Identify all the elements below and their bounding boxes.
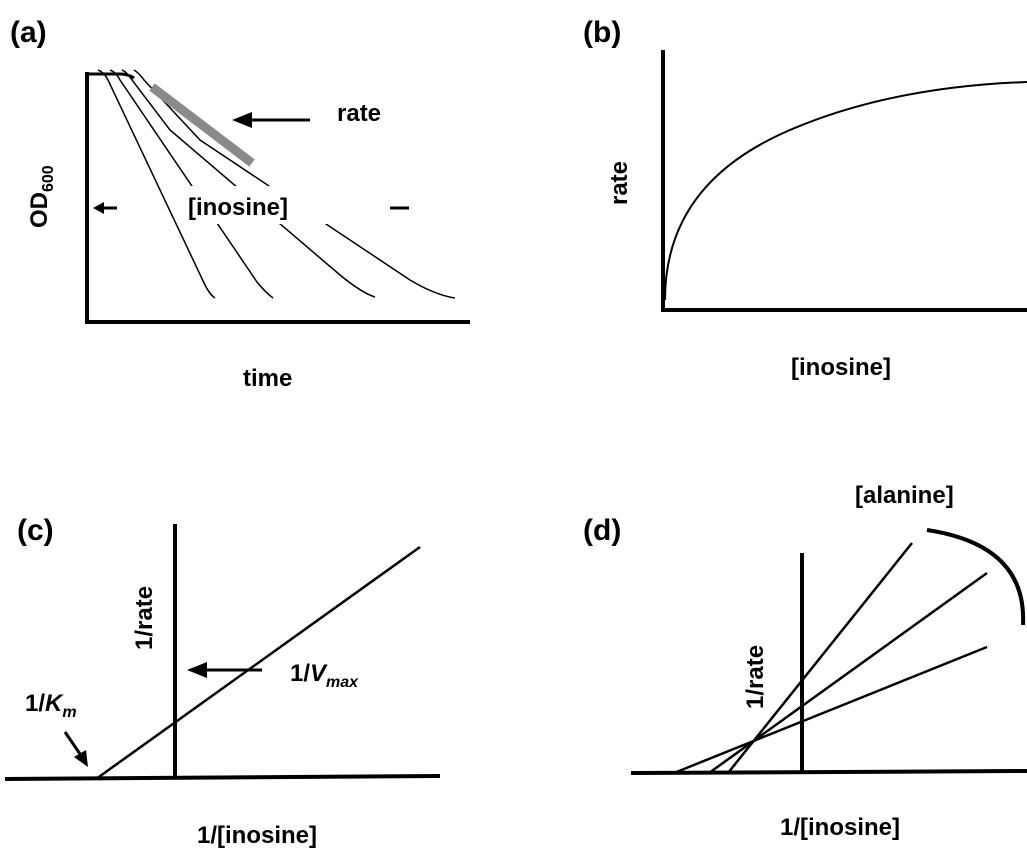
panel-d-line-3 [673, 645, 988, 775]
panel-a-inosine-label: [inosine] [188, 194, 288, 221]
panel-d-alanine-arc [926, 528, 1026, 626]
panel-a-plateau [87, 72, 135, 80]
panel-d-ylabel: 1/rate [742, 645, 769, 709]
panel-b-saturation-curve [664, 81, 1027, 301]
panel-a-inosine-bg [180, 186, 335, 224]
panel-d-alanine-label: [alanine] [855, 482, 954, 509]
panel-c-letter: (c) [17, 514, 54, 547]
panel-c-x-axis [4, 774, 441, 781]
panel-a-rate-arrowhead [232, 112, 252, 128]
panel-a: (a) rate [inosine] OD600 time [10, 16, 470, 392]
panel-b-ylabel: rate [606, 161, 633, 205]
panel-d-xlabel: 1/[inosine] [780, 814, 900, 841]
panel-a-curve-1 [97, 69, 216, 299]
panel-d-letter: (d) [583, 514, 621, 547]
panel-c: (c) 1/Vmax 1/Km 1/rate 1/[inosine] [4, 514, 441, 849]
panel-c-vmax-arrowhead [187, 662, 207, 678]
panel-a-inosine-arrowhead [93, 202, 104, 214]
panel-c-vmax-label: 1/Vmax [290, 660, 359, 691]
panel-a-rate-label: rate [337, 100, 381, 127]
panel-d-line-1 [727, 542, 913, 774]
panel-b: (b) rate [inosine] [583, 16, 1027, 381]
panel-c-xlabel: 1/[inosine] [197, 822, 317, 849]
panel-a-letter: (a) [10, 16, 47, 49]
panel-b-letter: (b) [583, 16, 621, 49]
panel-d-x-axis [630, 769, 1027, 775]
panel-a-rate-highlight [149, 83, 255, 167]
panel-c-km-arrow [63, 731, 82, 755]
panel-c-lineweaver-burk-line [95, 545, 421, 781]
panel-c-ylabel: 1/rate [131, 586, 158, 650]
panel-a-xlabel: time [243, 365, 292, 392]
panel-c-km-label: 1/Km [25, 690, 77, 721]
panel-a-ylabel: OD600 [26, 165, 57, 228]
panel-c-km-arrowhead [74, 750, 88, 767]
panel-a-curve-2 [109, 69, 274, 299]
panel-a-curve-3 [121, 69, 376, 298]
panel-a-curve-4 [133, 69, 456, 299]
panel-d: (d) [alanine] 1/rate 1/[inosine] [583, 482, 1027, 841]
panel-b-xlabel: [inosine] [791, 354, 891, 381]
